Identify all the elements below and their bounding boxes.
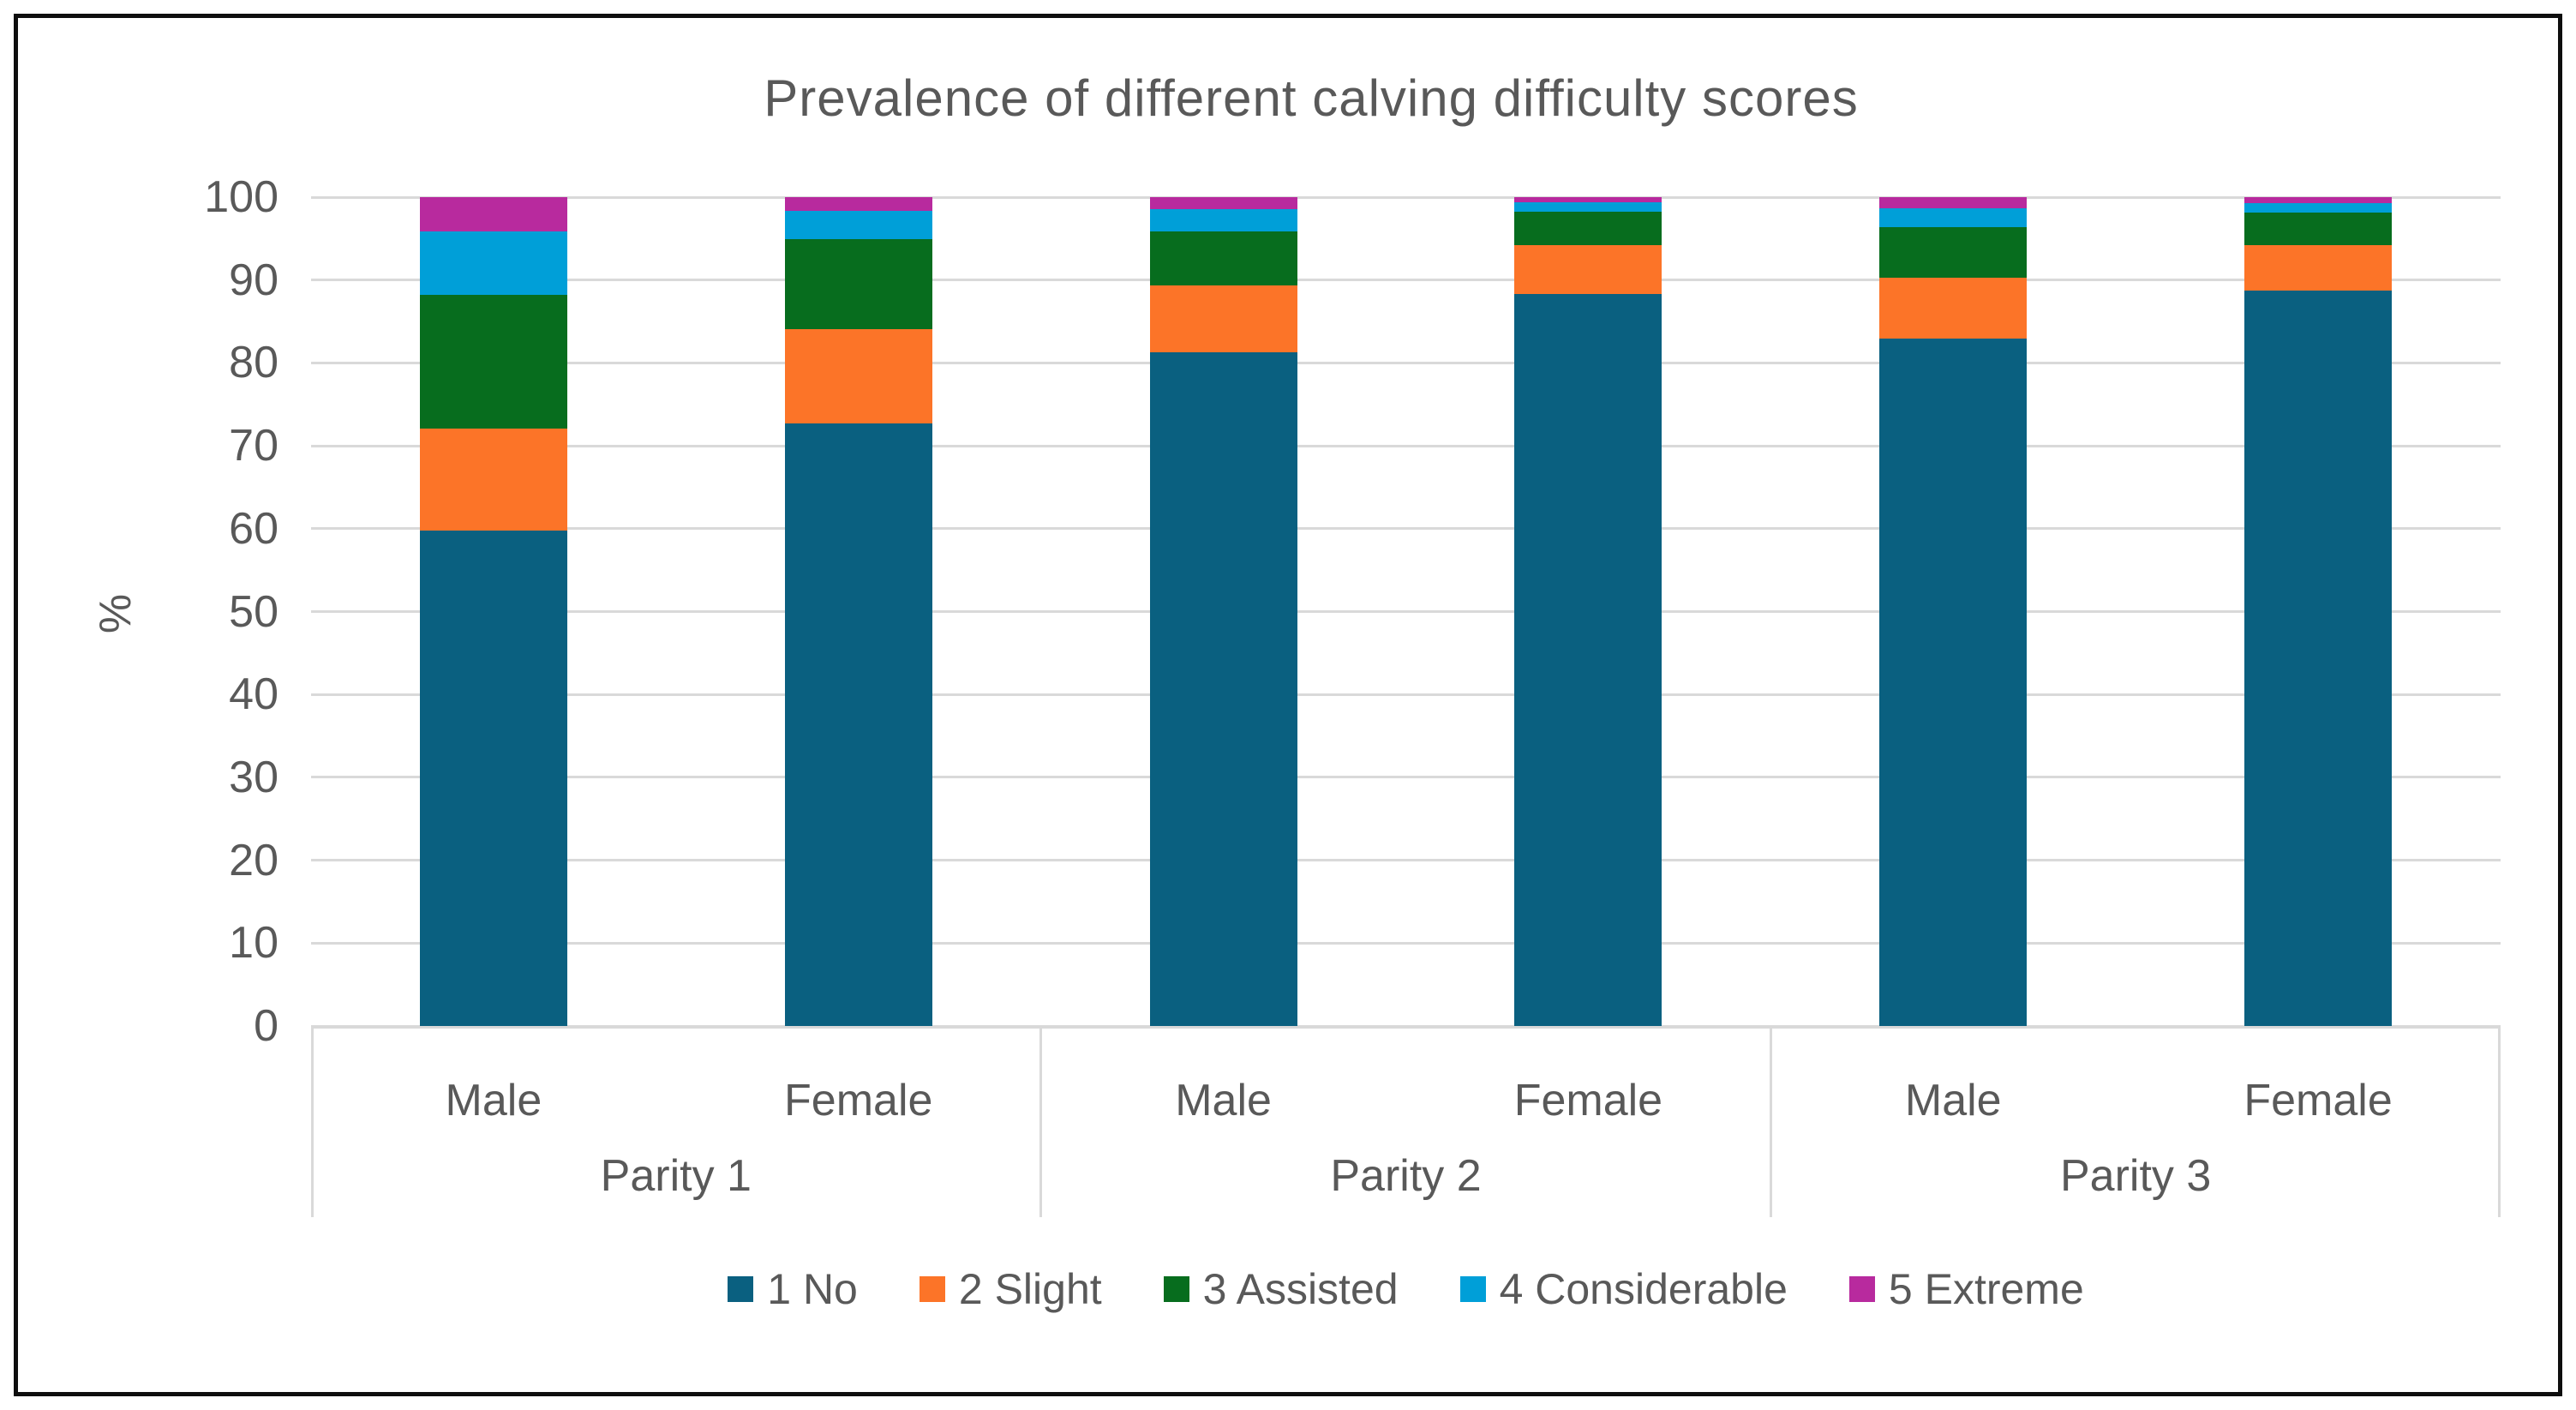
bar-segment-5-extreme	[419, 197, 567, 231]
legend-swatch	[1848, 1276, 1875, 1302]
legend-item-4-considerable: 4 Considerable	[1459, 1264, 1788, 1314]
sex-label: Female	[1513, 1076, 1663, 1125]
y-tick-label: 80	[229, 338, 279, 388]
bar-segment-5-extreme	[784, 197, 932, 211]
bar-segment-3-assisted	[784, 239, 932, 329]
bar-parity-2-female	[1514, 197, 1662, 1026]
y-tick-label: 30	[229, 752, 279, 802]
parity-label: Parity 2	[1330, 1151, 1482, 1201]
sex-label: Male	[1175, 1076, 1272, 1125]
bar-segment-3-assisted	[2244, 213, 2393, 246]
gridline	[311, 693, 2501, 696]
bar-segment-3-assisted	[1149, 231, 1297, 286]
bar-parity-3-female	[2244, 197, 2393, 1026]
gridline	[311, 610, 2501, 613]
y-tick-label: 40	[229, 669, 279, 720]
legend-item-1-no: 1 No	[728, 1264, 858, 1314]
bar-segment-5-extreme	[1514, 197, 1662, 202]
bar-segment-2-slight	[784, 328, 932, 423]
gridline	[311, 941, 2501, 945]
sex-label: Male	[1904, 1076, 2002, 1125]
bar-parity-1-female	[784, 197, 932, 1026]
gridline	[311, 444, 2501, 447]
y-axis-ticks: 100 90 80 70 60 50 40 30 20 10 0	[51, 175, 279, 1048]
bar-segment-3-assisted	[419, 295, 567, 429]
group-separator	[1769, 1026, 1772, 1217]
group-separator	[2498, 1026, 2501, 1217]
bar-segment-1-no	[1879, 339, 2028, 1026]
bar-segment-5-extreme	[2244, 197, 2393, 203]
legend-label: 1 No	[767, 1265, 858, 1313]
bar-segment-1-no	[784, 423, 932, 1026]
legend-label: 4 Considerable	[1499, 1265, 1788, 1313]
bar-segment-2-slight	[1879, 277, 2028, 339]
gridline	[311, 361, 2501, 364]
bar-segment-2-slight	[2244, 245, 2393, 291]
chart-title: Prevalence of different calving difficul…	[764, 69, 1859, 127]
legend-swatch	[919, 1276, 945, 1302]
bar-segment-4-considerable	[1879, 207, 2028, 227]
y-tick-label: 20	[229, 835, 279, 885]
x-axis-line	[311, 1026, 2501, 1029]
legend-item-3-assisted: 3 Assisted	[1163, 1264, 1399, 1314]
bar-segment-1-no	[1149, 351, 1297, 1026]
legend-swatch	[1459, 1276, 1486, 1302]
sex-label: Female	[2244, 1076, 2393, 1125]
bar-segment-1-no	[1514, 294, 1662, 1026]
parity-label: Parity 3	[2060, 1151, 2212, 1201]
y-tick-label: 60	[229, 503, 279, 554]
plot-area	[311, 195, 2501, 1028]
bar-segment-3-assisted	[1879, 226, 2028, 278]
bar-segment-4-considerable	[1514, 201, 1662, 213]
y-tick-label: 90	[229, 255, 279, 305]
y-tick-label: 10	[229, 918, 279, 969]
gridline	[311, 279, 2501, 282]
bar-segment-4-considerable	[419, 231, 567, 296]
legend-swatch	[1163, 1276, 1189, 1302]
y-tick-label: 0	[254, 1001, 279, 1051]
bar-segment-5-extreme	[1879, 197, 2028, 208]
bar-segment-2-slight	[419, 428, 567, 531]
legend-item-5-extreme: 5 Extreme	[1848, 1264, 2084, 1314]
bar-segment-1-no	[419, 530, 567, 1026]
parity-label: Parity 1	[600, 1151, 752, 1201]
bar-segment-5-extreme	[1149, 197, 1297, 209]
group-separator	[311, 1026, 314, 1217]
legend-label: 2 Slight	[958, 1265, 1102, 1313]
bar-segment-4-considerable	[1149, 208, 1297, 231]
bar-parity-1-male	[419, 197, 567, 1026]
bar-segment-4-considerable	[2244, 202, 2393, 213]
y-tick-label: 50	[229, 586, 279, 637]
sex-label: Male	[445, 1076, 542, 1125]
legend-label: 3 Assisted	[1202, 1265, 1399, 1313]
category-axis: Male Female Male Female Male Female Parity 1 Pa…	[311, 1026, 2501, 1217]
gridline	[311, 527, 2501, 531]
gridline	[311, 776, 2501, 779]
bar-parity-3-male	[1879, 197, 2028, 1026]
y-tick-label: 100	[204, 172, 279, 222]
bar-segment-1-no	[2244, 291, 2393, 1026]
sex-label: Female	[784, 1076, 933, 1125]
bar-segment-2-slight	[1514, 245, 1662, 295]
gridline	[311, 859, 2501, 862]
legend-label: 5 Extreme	[1888, 1265, 2084, 1313]
bar-segment-3-assisted	[1514, 212, 1662, 246]
y-tick-label: 70	[229, 421, 279, 471]
legend: 1 No 2 Slight 3 Assisted 4 Considerable 5 Ex…	[311, 1262, 2501, 1317]
bar-parity-2-male	[1149, 197, 1297, 1026]
bar-segment-4-considerable	[784, 210, 932, 240]
legend-swatch	[728, 1276, 754, 1302]
group-separator	[1039, 1026, 1043, 1217]
bar-segment-2-slight	[1149, 285, 1297, 352]
gridline	[311, 195, 2501, 199]
legend-item-2-slight: 2 Slight	[919, 1264, 1102, 1314]
